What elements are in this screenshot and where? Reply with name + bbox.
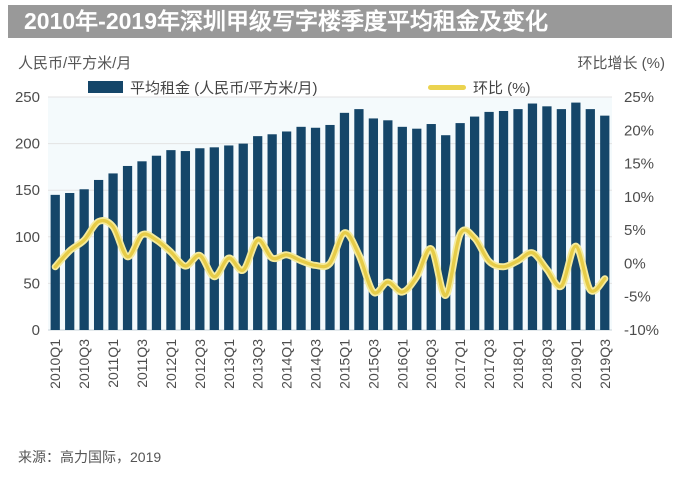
x-tick-label: 2019Q3 (597, 339, 613, 389)
right-axis-unit-label: 环比增长 (%) (577, 55, 666, 72)
legend-rent-label: 平均租金 (人民币/平方米/月) (130, 79, 318, 97)
qoq-line (53, 218, 607, 298)
rent-bar (281, 131, 292, 330)
right-tick-label: 5% (624, 222, 646, 239)
right-tick-label: 10% (624, 189, 654, 206)
legend-item-qoq: 环比 (%) (428, 78, 531, 97)
left-tick-label: 150 (15, 182, 40, 199)
x-axis-labels: 2010Q1 2010Q3 2011Q1 2011Q3 2012Q1 2012Q3 2013… (47, 339, 613, 389)
rent-bar (79, 189, 89, 330)
rent-bar (180, 151, 191, 330)
rent-bar (513, 109, 523, 330)
rent-bar (600, 115, 610, 330)
x-tick-label: 2014Q3 (308, 339, 324, 389)
right-axis-ticks: -10% -5% 0% 5% 10% 15% 20% 25% (624, 89, 659, 339)
right-tick-label: -5% (624, 289, 651, 306)
source-note: 来源：高力国际，2019 (18, 449, 162, 465)
qoq-line-swatch-icon (428, 84, 466, 90)
rent-bar (166, 150, 176, 330)
rent-bar (542, 106, 552, 330)
rent-bar (339, 112, 350, 331)
x-tick-label: 2010Q1 (47, 339, 63, 389)
right-tick-label: 25% (624, 90, 654, 106)
rent-bar (325, 124, 335, 331)
x-tick-label: 2012Q3 (192, 339, 208, 389)
x-tick-label: 2018Q3 (539, 339, 555, 389)
rent-bar (441, 135, 451, 330)
rent-bar (195, 148, 205, 330)
left-tick-label: 250 (15, 90, 40, 106)
rent-bar (585, 109, 595, 330)
rent-bar (267, 134, 277, 330)
rent-bar (426, 124, 436, 330)
rent-bar (368, 118, 379, 330)
rent-bar (412, 128, 422, 330)
x-tick-label: 2016Q3 (423, 339, 439, 389)
rent-bar (556, 109, 567, 330)
rent-bar (397, 126, 407, 330)
rent-bar (383, 120, 393, 330)
x-tick-label: 2017Q3 (481, 339, 497, 389)
rent-bar (122, 165, 133, 330)
left-tick-label: 0 (32, 322, 40, 339)
x-tick-label: 2016Q1 (394, 339, 410, 389)
chart-title: 2010年-2019年深圳甲级写字楼季度平均租金及变化 (24, 8, 548, 34)
x-tick-label: 2011Q1 (105, 339, 121, 388)
rent-bar (224, 145, 234, 330)
rent-bar (209, 147, 219, 330)
rent-bar (108, 173, 118, 330)
x-tick-label: 2015Q3 (365, 339, 381, 389)
right-tick-label: 20% (624, 122, 654, 139)
right-tick-label: 0% (624, 255, 646, 272)
left-tick-label: 200 (15, 136, 40, 153)
rent-bar (571, 102, 581, 330)
combo-chart: 0 50 100 150 200 250 -10% -5% 0% 5% 10% 15% 20% 25% 20… (0, 89, 679, 425)
legend-item-rent: 平均租金 (人民币/平方米/月) (88, 78, 318, 97)
left-axis-ticks: 0 50 100 150 200 250 (15, 89, 40, 339)
left-tick-label: 50 (23, 275, 40, 292)
right-tick-label: -10% (624, 322, 659, 339)
rent-bars (50, 102, 610, 331)
rent-bar (137, 161, 147, 330)
x-tick-label: 2011Q3 (134, 339, 150, 388)
rent-bar (498, 110, 509, 330)
rent-bar (93, 179, 104, 330)
rent-bar (354, 109, 364, 330)
rent-bar (484, 111, 494, 330)
right-tick-label: 15% (624, 156, 654, 173)
legend-qoq-label: 环比 (%) (473, 79, 531, 97)
x-tick-label: 2013Q3 (250, 339, 266, 389)
left-tick-label: 100 (15, 229, 40, 246)
rent-bar (238, 143, 248, 330)
x-tick-label: 2013Q1 (221, 339, 237, 389)
rent-bar (65, 192, 75, 330)
rent-bar (469, 116, 480, 331)
x-tick-label: 2018Q1 (510, 339, 526, 389)
rent-bar (310, 127, 321, 330)
rent-bar-swatch-icon (88, 81, 123, 93)
x-tick-label: 2017Q1 (452, 339, 468, 389)
left-axis-unit-label: 人民币/平方米/月 (18, 55, 132, 72)
rent-bar (527, 103, 538, 330)
x-tick-label: 2019Q1 (568, 339, 584, 389)
x-tick-label: 2015Q1 (337, 339, 353, 389)
x-tick-label: 2010Q3 (76, 339, 92, 389)
x-tick-label: 2012Q1 (163, 339, 179, 389)
x-tick-label: 2014Q1 (279, 339, 295, 389)
rent-bar (253, 136, 263, 330)
chart-title-banner: 2010年-2019年深圳甲级写字楼季度平均租金及变化 (8, 5, 672, 38)
rent-bar (296, 126, 306, 330)
rent-bar (455, 123, 465, 330)
